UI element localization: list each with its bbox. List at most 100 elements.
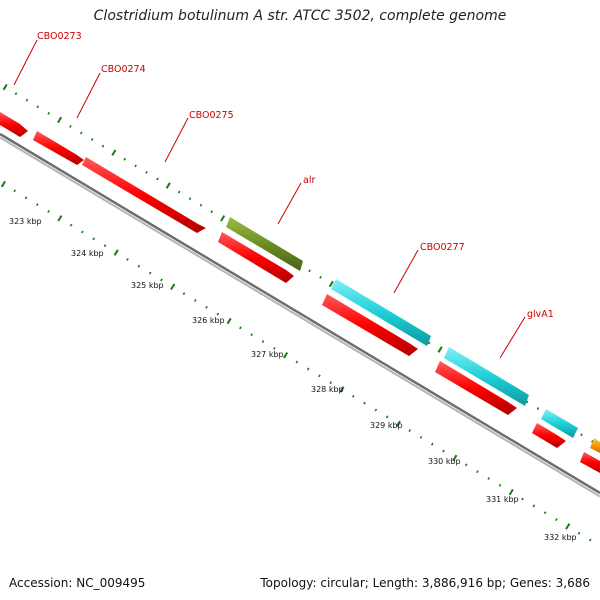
- major-tick: [339, 386, 345, 393]
- minor-tick: [430, 442, 434, 446]
- minor-tick: [137, 264, 141, 268]
- gene-label[interactable]: CBO0275: [189, 110, 234, 121]
- minor-tick: [319, 275, 322, 279]
- minor-tick: [103, 244, 107, 248]
- minor-tick: [13, 189, 16, 193]
- kbp-label: 323 kbp: [9, 217, 42, 226]
- major-tick: [508, 488, 514, 496]
- gene-label[interactable]: CBO0274: [101, 64, 146, 75]
- minor-tick: [36, 203, 39, 207]
- major-tick: [437, 346, 443, 353]
- kbp-label: 330 kbp: [428, 457, 461, 466]
- major-tick: [395, 420, 401, 427]
- kbp-labels: 323 kbp 324 kbp 325 kbp 326 kbp 327 kbp …: [9, 217, 577, 542]
- gene-label[interactable]: CBO0273: [37, 31, 82, 42]
- kbp-label: 327 kbp: [251, 350, 284, 359]
- major-tick: [170, 283, 176, 291]
- gene-arrow[interactable]: [33, 131, 84, 165]
- gene-label[interactable]: CBO0277: [420, 242, 465, 253]
- genome-summary-text: Topology: circular; Length: 3,886,916 bp…: [260, 576, 590, 590]
- minor-tick: [580, 433, 583, 437]
- minor-tick: [588, 538, 592, 542]
- minor-tick: [306, 367, 310, 371]
- gene-arrow[interactable]: [532, 423, 566, 448]
- forward-strand-genes: [226, 217, 600, 453]
- minor-tick: [92, 237, 95, 241]
- minor-tick: [308, 269, 311, 273]
- minor-tick: [318, 374, 321, 378]
- minor-tick: [182, 292, 186, 296]
- minor-tick: [36, 105, 40, 109]
- kbp-label: 332 kbp: [544, 533, 577, 542]
- minor-tick: [205, 305, 208, 309]
- minor-tick: [352, 394, 355, 398]
- gene-arrow[interactable]: [590, 438, 600, 453]
- gene-arrow[interactable]: [322, 294, 418, 356]
- gene-arrow[interactable]: [218, 232, 294, 283]
- accession-text: Accession: NC_009495: [9, 576, 146, 590]
- kbp-label: 326 kbp: [192, 316, 225, 325]
- minor-tick: [408, 429, 411, 432]
- major-tick: [0, 180, 6, 188]
- major-tick: [565, 523, 571, 530]
- gene-arrow[interactable]: [0, 112, 28, 137]
- minor-tick: [145, 170, 148, 174]
- major-tick: [283, 351, 289, 359]
- minor-tick: [464, 463, 468, 467]
- minor-tick: [90, 138, 94, 142]
- major-tick: [220, 215, 226, 222]
- minor-tick: [160, 278, 163, 282]
- gene-label[interactable]: alr: [303, 175, 315, 186]
- minor-tick: [148, 271, 152, 275]
- gene-arrow-glva1[interactable]: [444, 347, 529, 406]
- major-tick: [226, 317, 232, 325]
- minor-tick: [47, 111, 50, 115]
- major-tick: [452, 454, 458, 462]
- kbp-label: 325 kbp: [131, 281, 164, 290]
- minor-tick: [194, 299, 197, 302]
- map-title: Clostridium botulinum A str. ATCC 3502, …: [93, 8, 507, 24]
- minor-tick: [487, 477, 490, 480]
- minor-tick: [81, 230, 84, 234]
- minor-tick: [123, 157, 127, 161]
- minor-tick: [69, 125, 72, 128]
- minor-tick: [25, 98, 29, 102]
- gene-arrow[interactable]: [82, 157, 206, 233]
- major-tick: [113, 249, 119, 256]
- minor-tick: [79, 131, 83, 135]
- minor-tick: [210, 210, 214, 214]
- minor-tick: [521, 497, 524, 501]
- minor-tick: [199, 203, 203, 207]
- minor-tick: [295, 360, 299, 364]
- label-leaders: [13, 39, 526, 359]
- major-tick: [111, 149, 117, 156]
- gene-arrow[interactable]: [435, 361, 517, 415]
- kbp-label: 331 kbp: [486, 495, 519, 504]
- gene-arrow-cbo0277[interactable]: [331, 279, 431, 346]
- minor-tick: [374, 408, 378, 412]
- minor-tick: [188, 197, 192, 201]
- minor-tick: [177, 190, 181, 194]
- gene-arrow[interactable]: [580, 452, 600, 473]
- minor-tick: [14, 92, 18, 96]
- minor-tick: [250, 333, 253, 337]
- gene-arrow-alr[interactable]: [226, 217, 303, 271]
- gene-arrow[interactable]: [541, 409, 578, 438]
- kbp-label: 324 kbp: [71, 249, 104, 258]
- inner-tick-row: [0, 180, 592, 542]
- minor-tick: [536, 407, 540, 410]
- major-tick: [328, 280, 334, 288]
- gene-label[interactable]: glvA1: [527, 309, 554, 320]
- minor-tick: [69, 223, 73, 227]
- minor-tick: [24, 196, 28, 200]
- minor-tick: [126, 257, 129, 261]
- major-tick: [57, 215, 63, 222]
- genome-backbone: [0, 132, 600, 498]
- minor-tick: [591, 439, 594, 443]
- minor-tick: [532, 504, 536, 508]
- minor-tick: [419, 435, 423, 439]
- major-tick: [57, 116, 63, 124]
- minor-tick: [261, 340, 265, 343]
- minor-tick: [239, 326, 242, 330]
